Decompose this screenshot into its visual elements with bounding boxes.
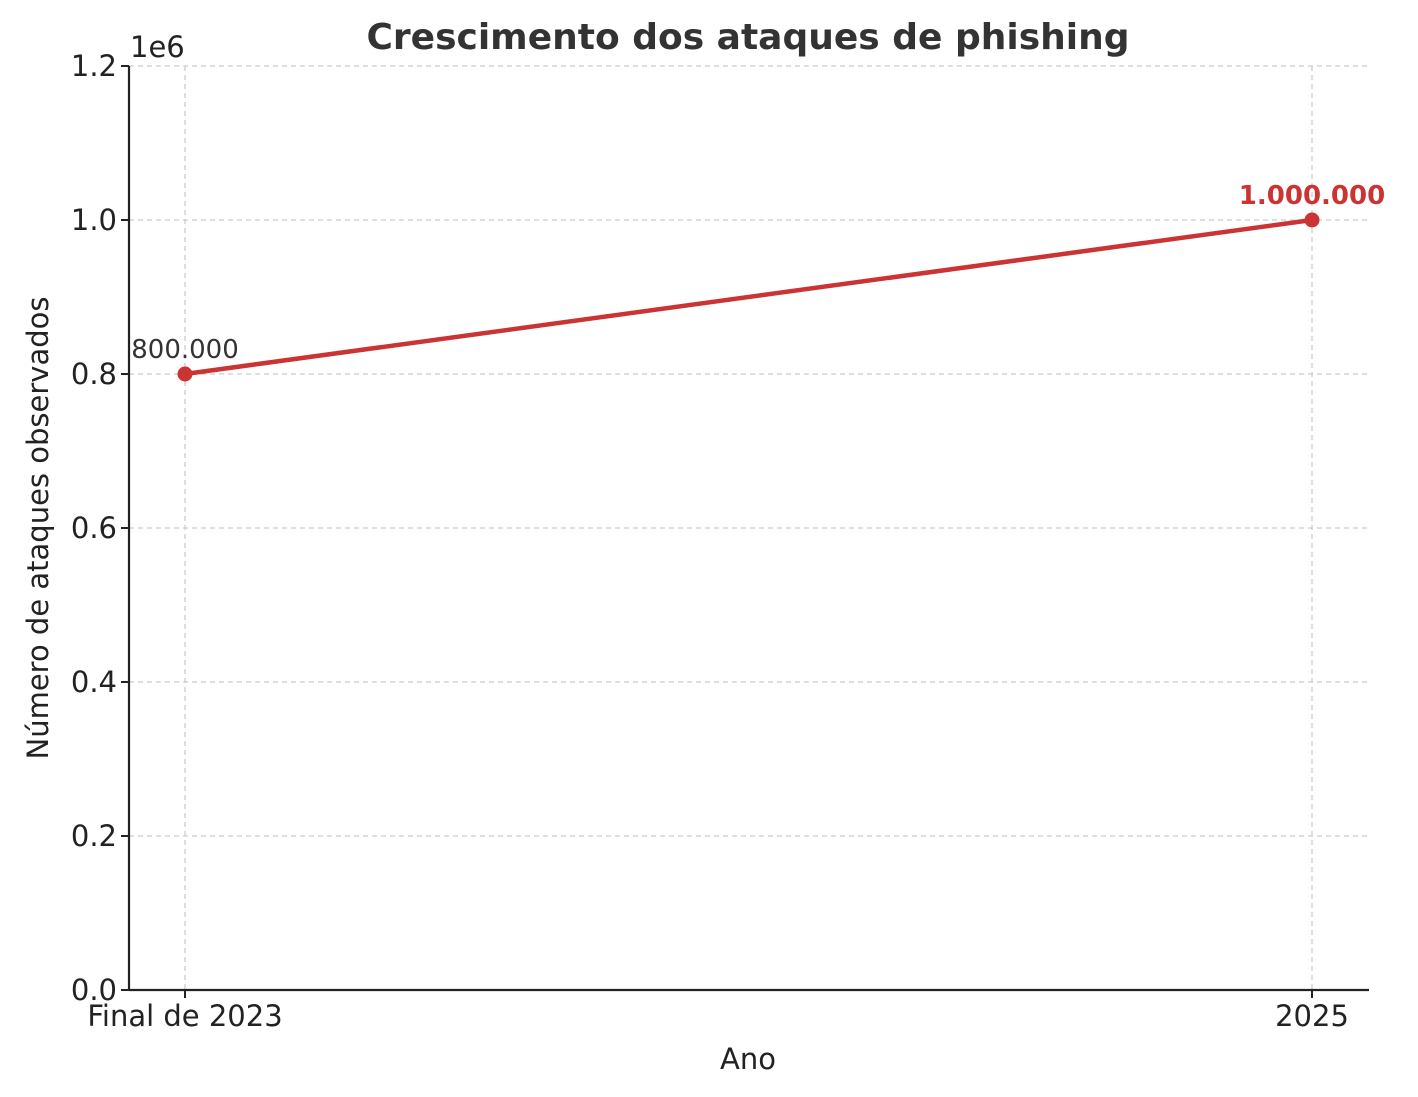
data-label: 800.000 (131, 335, 239, 365)
y-axis-label: Número de ataques observados (21, 297, 55, 760)
y-tick-label: 1.0 (71, 203, 117, 237)
data-point (1304, 212, 1320, 228)
x-tick-label: Final de 2023 (87, 999, 282, 1033)
data-point (177, 366, 193, 382)
y-tick-label: 0.0 (71, 973, 117, 1007)
y-tick-label: 0.6 (71, 511, 117, 545)
y-tick-label: 0.4 (71, 665, 117, 699)
y-axis-offset-text: 1e6 (130, 30, 185, 64)
data-label: 1.000.000 (1239, 181, 1385, 211)
y-tick-label: 0.2 (71, 819, 117, 853)
y-tick-label: 1.2 (71, 49, 117, 83)
x-ticks: Final de 2023 2025 (87, 990, 1349, 1033)
x-axis-label: Ano (720, 1042, 776, 1076)
chart-title: Crescimento dos ataques de phishing (366, 17, 1129, 58)
series (177, 212, 1320, 382)
y-ticks: 0.0 0.2 0.4 0.6 0.8 1.0 1.2 (71, 49, 129, 1007)
x-tick-label: 2025 (1275, 999, 1349, 1033)
grid (129, 65, 1369, 990)
data-labels: 800.000 1.000.000 (131, 181, 1385, 365)
y-tick-label: 0.8 (71, 357, 117, 391)
series-line (182, 217, 1315, 377)
